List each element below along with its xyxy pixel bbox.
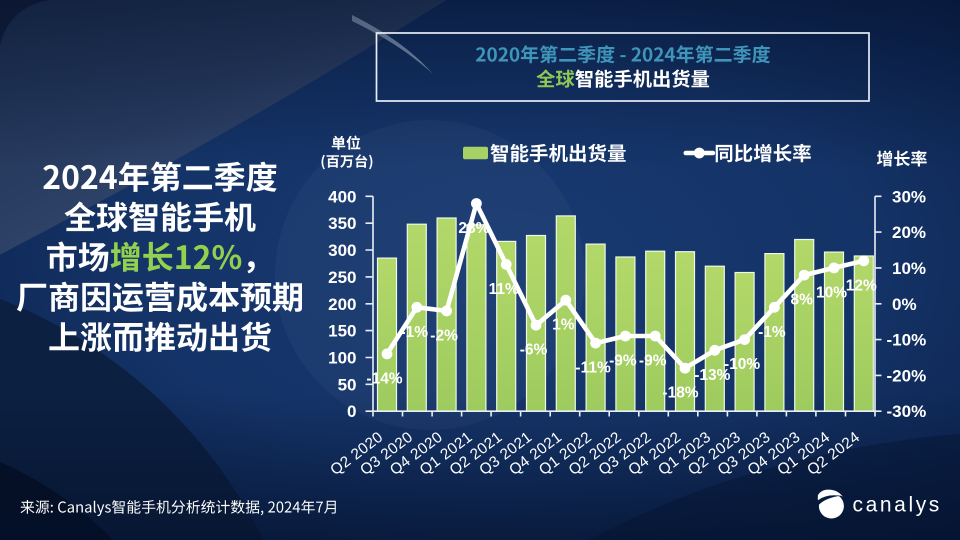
svg-text:-11%: -11% — [575, 360, 611, 377]
svg-text:-9%: -9% — [609, 353, 637, 370]
svg-text:-9%: -9% — [639, 353, 667, 370]
svg-text:10%: 10% — [892, 259, 926, 278]
svg-text:-2%: -2% — [430, 327, 458, 344]
svg-text:30%: 30% — [892, 187, 926, 206]
svg-text:-14%: -14% — [366, 370, 402, 387]
svg-text:350: 350 — [328, 214, 356, 233]
svg-text:-10%: -10% — [724, 356, 760, 373]
svg-text:0: 0 — [347, 402, 356, 421]
svg-text:10%: 10% — [816, 284, 847, 301]
svg-text:0%: 0% — [892, 295, 917, 314]
svg-text:50: 50 — [338, 375, 357, 394]
svg-text:8%: 8% — [790, 292, 813, 309]
svg-text:-1%: -1% — [758, 324, 786, 341]
svg-text:-6%: -6% — [520, 342, 548, 359]
svg-text:-1%: -1% — [401, 324, 429, 341]
svg-text:150: 150 — [328, 322, 356, 341]
svg-text:250: 250 — [328, 268, 356, 287]
svg-text:20%: 20% — [892, 223, 926, 242]
svg-text:300: 300 — [328, 241, 356, 260]
svg-text:12%: 12% — [846, 277, 877, 294]
svg-text:-30%: -30% — [887, 402, 927, 421]
svg-text:1%: 1% — [552, 317, 575, 334]
svg-text:-20%: -20% — [887, 366, 927, 385]
svg-text:-18%: -18% — [662, 385, 698, 402]
svg-text:28%: 28% — [458, 220, 489, 237]
svg-text:-10%: -10% — [887, 331, 927, 350]
svg-text:canalys: canalys — [853, 494, 942, 517]
svg-text:100: 100 — [328, 349, 356, 368]
svg-text:400: 400 — [328, 187, 356, 206]
svg-text:11%: 11% — [489, 281, 519, 298]
svg-text:-13%: -13% — [694, 367, 730, 384]
svg-text:200: 200 — [328, 295, 356, 314]
